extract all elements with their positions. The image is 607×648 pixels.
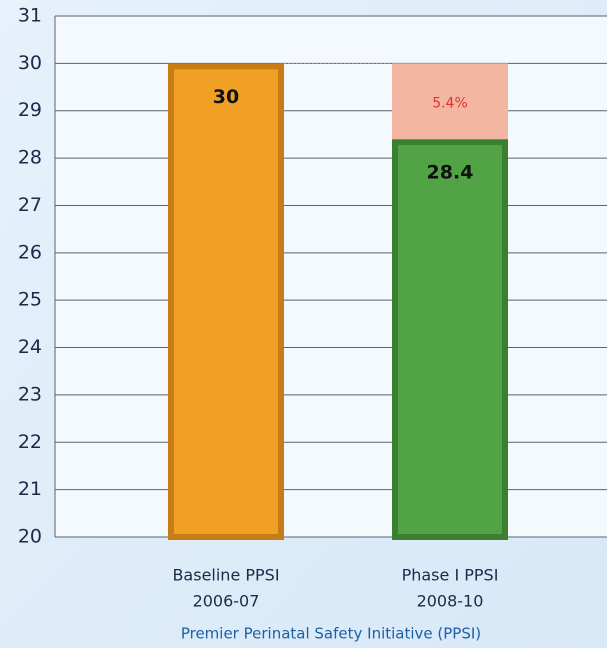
x-tick-label: 2008-10	[417, 592, 484, 611]
bar	[392, 139, 508, 541]
y-tick-label: 20	[18, 526, 42, 548]
y-tick-label: 23	[18, 383, 42, 405]
y-tick-label: 31	[18, 5, 42, 27]
y-tick-label: 21	[18, 478, 42, 500]
y-tick-label: 30	[18, 52, 42, 74]
y-tick-label: 26	[18, 241, 42, 263]
x-tick-label: Phase I PPSI	[402, 566, 499, 585]
data-label: 30	[213, 86, 239, 108]
y-tick-label: 27	[18, 194, 42, 216]
y-tick-label: 25	[18, 289, 42, 311]
x-tick-label: Baseline PPSI	[172, 566, 279, 585]
y-tick-label: 24	[18, 336, 42, 358]
x-tick-label: 2006-07	[193, 592, 260, 611]
x-axis-label: Premier Perinatal Safety Initiative (PPS…	[181, 625, 481, 643]
y-tick-label: 29	[18, 99, 42, 121]
annotation: 5.4%	[432, 95, 468, 111]
bar	[168, 63, 284, 540]
y-tick-label: 22	[18, 431, 42, 453]
y-tick-label: 28	[18, 147, 42, 169]
plot-area	[55, 16, 607, 537]
data-label: 28.4	[427, 162, 474, 184]
gap-segment	[392, 63, 508, 140]
